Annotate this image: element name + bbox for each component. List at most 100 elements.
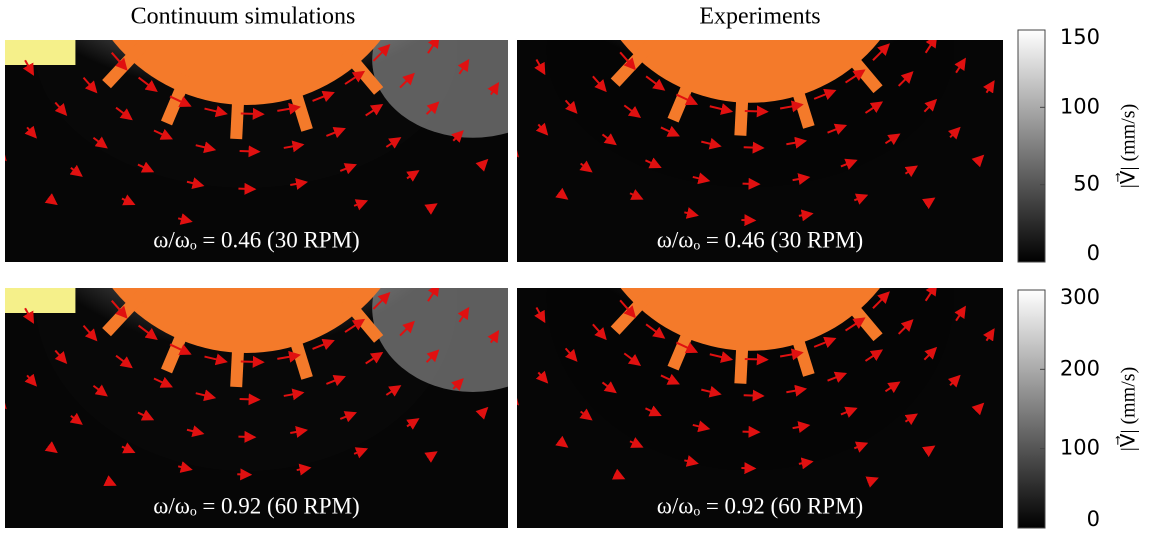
speed-field bbox=[35, 288, 458, 471]
velocity-arrow bbox=[204, 353, 228, 366]
velocity-arrow bbox=[24, 373, 37, 387]
velocity-arrow bbox=[983, 80, 995, 94]
velocity-arrow bbox=[69, 412, 83, 425]
velocity-arrow bbox=[137, 161, 155, 173]
tick-label: 0 bbox=[1087, 507, 1100, 531]
velocity-arrow bbox=[922, 445, 936, 458]
velocity-arrow bbox=[844, 69, 866, 84]
velocity-arrow bbox=[619, 51, 637, 71]
velocity-arrow bbox=[827, 371, 848, 383]
velocity-arrow bbox=[339, 411, 357, 423]
velocity-arrow bbox=[709, 351, 734, 363]
velocity-arrow bbox=[239, 145, 261, 158]
velocity-arrow bbox=[798, 457, 814, 470]
speed-field bbox=[372, 40, 508, 138]
boundary bbox=[5, 40, 76, 65]
velocity-arrow bbox=[517, 392, 519, 406]
velocity-arrow bbox=[971, 154, 985, 168]
velocity-arrow bbox=[239, 393, 261, 406]
velocity-arrow bbox=[947, 126, 961, 140]
column-title: Continuum simulations bbox=[131, 4, 356, 30]
velocity-arrow bbox=[813, 88, 837, 101]
panel-content bbox=[5, 40, 508, 262]
velocity-arrow bbox=[137, 409, 155, 421]
velocity-arrow bbox=[692, 420, 711, 433]
velocity-arrow bbox=[451, 130, 464, 143]
velocity-arrow bbox=[406, 170, 420, 182]
velocity-arrow bbox=[954, 57, 966, 74]
velocity-arrow bbox=[675, 341, 699, 354]
velocity-arrow bbox=[399, 72, 415, 89]
tick-label: 100 bbox=[1060, 94, 1100, 118]
velocity-arrow bbox=[660, 125, 680, 137]
velocity-arrow bbox=[277, 350, 301, 363]
velocity-arrow bbox=[592, 323, 607, 341]
velocity-arrow bbox=[601, 133, 617, 146]
velocity-arrow bbox=[424, 203, 438, 215]
velocity-arrow bbox=[864, 101, 884, 114]
velocity-arrow bbox=[564, 99, 578, 114]
velocity-arrow bbox=[924, 288, 938, 302]
velocity-arrow bbox=[399, 320, 415, 337]
velocity-arrow bbox=[645, 323, 666, 339]
velocity-arrow bbox=[743, 389, 765, 402]
velocity-arrow bbox=[110, 300, 128, 319]
velocity-arrow bbox=[923, 346, 938, 361]
velocity-arrow bbox=[779, 100, 804, 113]
velocity-arrow bbox=[579, 408, 593, 421]
velocity-arrow bbox=[924, 40, 938, 54]
velocity-arrow bbox=[954, 305, 966, 322]
velocity-arrow bbox=[238, 430, 257, 443]
velocity-arrow bbox=[69, 164, 83, 177]
velocity-arrow bbox=[872, 43, 890, 61]
velocity-arrow bbox=[177, 461, 193, 473]
velocity-arrow bbox=[365, 351, 384, 365]
velocity-arrow bbox=[115, 106, 133, 121]
colorbar-title: |V⃗| (mm/s) bbox=[1115, 367, 1140, 451]
velocity-arrow bbox=[153, 376, 173, 388]
velocity-arrow bbox=[601, 381, 617, 394]
speed-field bbox=[546, 288, 955, 471]
velocity-arrow bbox=[5, 396, 7, 410]
velocity-arrow bbox=[290, 178, 308, 190]
velocity-arrow bbox=[923, 98, 938, 113]
velocity-arrow bbox=[629, 437, 644, 448]
velocity-arrow bbox=[744, 105, 769, 118]
velocity-arrow bbox=[406, 418, 420, 430]
velocity-arrow bbox=[864, 349, 884, 362]
panel-content bbox=[517, 40, 1003, 262]
velocity-arrow bbox=[169, 95, 192, 107]
velocity-arrow bbox=[922, 197, 936, 210]
velocity-arrow bbox=[971, 402, 985, 416]
rotor-blade bbox=[734, 85, 749, 136]
velocity-arrow bbox=[675, 93, 699, 106]
tick-label: 200 bbox=[1060, 356, 1100, 380]
velocity-arrow bbox=[555, 435, 569, 448]
velocity-arrow bbox=[742, 425, 761, 438]
velocity-arrow bbox=[798, 209, 814, 222]
velocity-arrow bbox=[283, 388, 305, 401]
velocity-arrow bbox=[451, 378, 464, 391]
panel: ω/ωₒ = 0.92 (60 RPM) bbox=[5, 288, 508, 528]
velocity-arrow bbox=[535, 370, 549, 384]
velocity-arrow bbox=[138, 324, 158, 340]
boundary bbox=[5, 288, 76, 313]
velocity-arrow bbox=[427, 40, 440, 54]
velocity-arrow bbox=[372, 291, 391, 310]
panel-label: ω/ωₒ = 0.46 (30 RPM) bbox=[657, 227, 863, 252]
velocity-arrow bbox=[82, 76, 98, 94]
velocity-arrow bbox=[372, 43, 391, 62]
velocity-arrow bbox=[709, 103, 734, 115]
velocity-arrow bbox=[54, 349, 68, 364]
velocity-arrow bbox=[592, 75, 607, 93]
panel-label: ω/ωₒ = 0.92 (60 RPM) bbox=[657, 493, 863, 518]
velocity-arrow bbox=[457, 306, 470, 323]
velocity-arrow bbox=[24, 125, 37, 139]
velocity-arrow bbox=[840, 406, 858, 418]
velocity-arrow bbox=[353, 199, 369, 211]
velocity-arrow bbox=[564, 347, 578, 362]
velocity-arrow bbox=[884, 133, 901, 146]
velocity-arrow bbox=[44, 193, 58, 206]
velocity-arrow bbox=[103, 475, 117, 487]
